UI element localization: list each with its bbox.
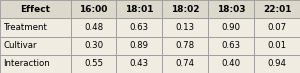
- Bar: [116, 0, 162, 18]
- Bar: [116, 55, 162, 73]
- Bar: [208, 55, 254, 73]
- Bar: [116, 18, 162, 36]
- Bar: [70, 36, 116, 55]
- Bar: [254, 55, 300, 73]
- Text: Effect: Effect: [20, 5, 50, 14]
- Bar: [254, 18, 300, 36]
- Bar: [0, 55, 70, 73]
- Text: 0.48: 0.48: [84, 23, 103, 32]
- Bar: [254, 36, 300, 55]
- Text: 0.55: 0.55: [84, 59, 103, 68]
- Bar: [162, 55, 208, 73]
- Text: 18:01: 18:01: [125, 5, 154, 14]
- Text: 0.01: 0.01: [268, 41, 286, 50]
- Bar: [70, 18, 116, 36]
- Text: Interaction: Interaction: [4, 59, 50, 68]
- Text: 16:00: 16:00: [79, 5, 108, 14]
- Text: 0.30: 0.30: [84, 41, 103, 50]
- Text: 0.78: 0.78: [176, 41, 195, 50]
- Bar: [162, 18, 208, 36]
- Bar: [70, 55, 116, 73]
- Bar: [0, 0, 70, 18]
- Text: 18:02: 18:02: [171, 5, 200, 14]
- Text: 0.43: 0.43: [130, 59, 149, 68]
- Bar: [70, 0, 116, 18]
- Text: 0.07: 0.07: [268, 23, 286, 32]
- Bar: [0, 18, 70, 36]
- Text: 0.13: 0.13: [176, 23, 195, 32]
- Bar: [116, 36, 162, 55]
- Text: 0.90: 0.90: [222, 23, 241, 32]
- Text: Treatment: Treatment: [4, 23, 47, 32]
- Text: 0.94: 0.94: [268, 59, 286, 68]
- Text: 0.63: 0.63: [130, 23, 149, 32]
- Bar: [208, 18, 254, 36]
- Bar: [162, 36, 208, 55]
- Bar: [208, 0, 254, 18]
- Text: 18:03: 18:03: [217, 5, 245, 14]
- Text: 0.63: 0.63: [222, 41, 241, 50]
- Bar: [0, 36, 70, 55]
- Text: 0.74: 0.74: [176, 59, 195, 68]
- Text: 0.40: 0.40: [222, 59, 241, 68]
- Text: Cultivar: Cultivar: [4, 41, 37, 50]
- Text: 22:01: 22:01: [263, 5, 291, 14]
- Bar: [208, 36, 254, 55]
- Text: 0.89: 0.89: [130, 41, 149, 50]
- Bar: [162, 0, 208, 18]
- Bar: [254, 0, 300, 18]
